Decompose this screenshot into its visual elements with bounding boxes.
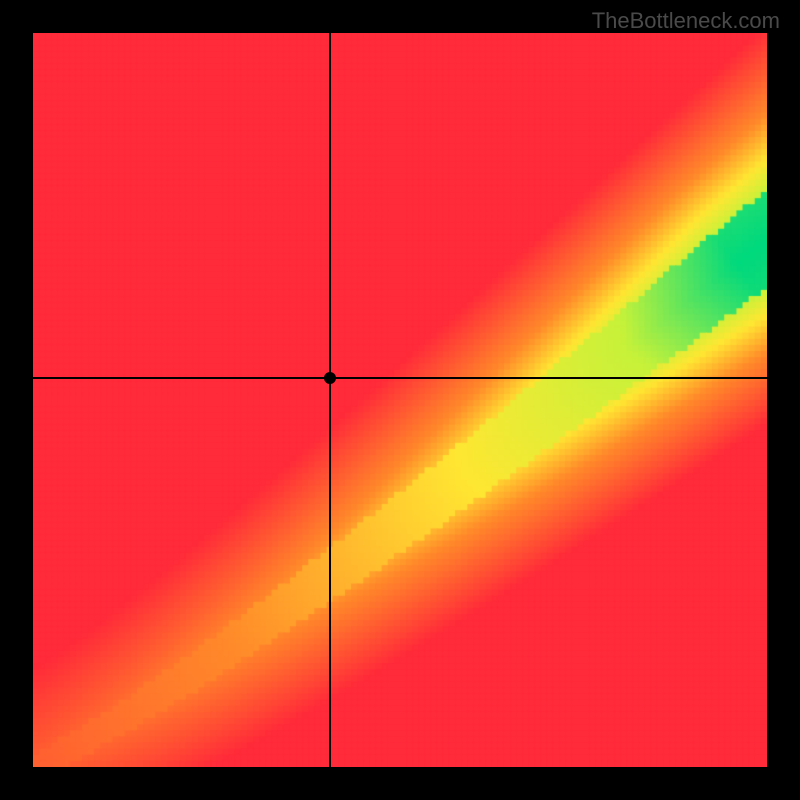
crosshair-vertical bbox=[329, 33, 331, 767]
chart-container: TheBottleneck.com bbox=[0, 0, 800, 800]
attribution-text: TheBottleneck.com bbox=[592, 8, 780, 34]
heatmap-canvas bbox=[33, 33, 767, 767]
crosshair-horizontal bbox=[33, 377, 767, 379]
